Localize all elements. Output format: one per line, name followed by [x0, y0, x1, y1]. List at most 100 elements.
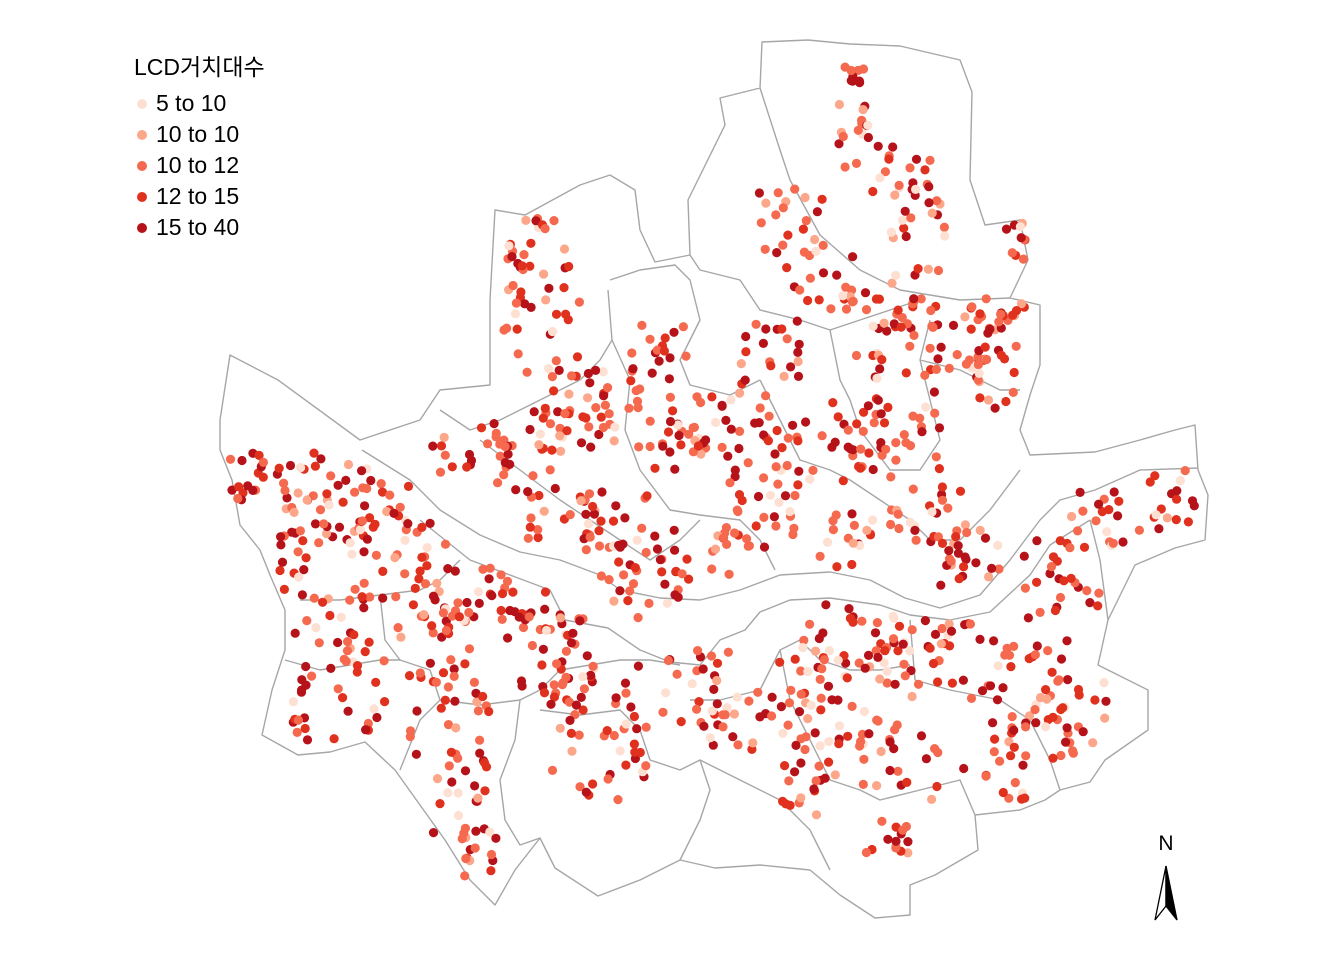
- station-point: [334, 522, 345, 532]
- station-point: [390, 553, 400, 563]
- station-point: [784, 698, 795, 708]
- station-point: [729, 528, 740, 538]
- station-point: [816, 705, 826, 715]
- station-point: [821, 600, 831, 610]
- station-point: [815, 741, 825, 751]
- station-point: [983, 328, 993, 338]
- station-point: [535, 429, 546, 439]
- station-point: [875, 674, 885, 684]
- station-point: [324, 500, 334, 510]
- station-point: [817, 664, 827, 674]
- station-point: [873, 716, 883, 726]
- station-point: [994, 317, 1004, 327]
- station-point: [415, 668, 425, 678]
- station-point: [770, 449, 780, 459]
- station-point: [707, 706, 718, 716]
- station-point: [626, 702, 636, 712]
- station-point: [1079, 542, 1090, 552]
- station-point: [841, 304, 852, 314]
- district-line: [611, 339, 776, 571]
- station-point: [544, 283, 554, 293]
- station-point: [994, 564, 1004, 574]
- station-point: [566, 728, 577, 739]
- station-point: [609, 596, 619, 606]
- station-point: [435, 799, 445, 809]
- station-point: [712, 699, 722, 709]
- station-point: [341, 475, 351, 485]
- station-point: [848, 538, 858, 548]
- station-point: [981, 771, 991, 781]
- station-point: [805, 273, 816, 283]
- station-point: [833, 655, 843, 665]
- station-point: [627, 348, 637, 358]
- station-point: [927, 794, 937, 805]
- station-point: [417, 522, 427, 533]
- station-point: [1048, 753, 1058, 763]
- station-point: [588, 501, 598, 512]
- station-point: [947, 678, 958, 688]
- station-point: [302, 616, 312, 626]
- station-point: [574, 297, 585, 307]
- station-point: [420, 579, 431, 589]
- station-point: [777, 324, 787, 334]
- station-point: [545, 419, 556, 429]
- station-point: [744, 696, 754, 706]
- station-point: [525, 424, 535, 435]
- station-point: [811, 776, 821, 786]
- station-point: [916, 294, 926, 304]
- station-point: [496, 605, 506, 616]
- station-point: [831, 510, 841, 520]
- station-point: [378, 566, 388, 577]
- station-point: [810, 234, 820, 245]
- station-point: [248, 485, 258, 495]
- station-point: [432, 774, 443, 784]
- station-point: [960, 520, 971, 530]
- station-point: [525, 522, 535, 532]
- station-point: [355, 525, 365, 535]
- station-point: [505, 605, 515, 616]
- district-line: [759, 87, 1011, 301]
- station-point: [645, 441, 655, 452]
- station-point: [782, 334, 792, 344]
- station-point: [899, 430, 909, 440]
- station-point: [785, 506, 795, 517]
- station-point: [447, 611, 457, 621]
- station-point: [565, 509, 575, 520]
- station-point: [891, 843, 901, 853]
- station-point: [706, 651, 717, 661]
- station-point: [1085, 598, 1095, 608]
- station-point: [984, 572, 994, 582]
- station-point: [620, 678, 631, 688]
- station-point: [528, 471, 538, 481]
- station-point: [805, 619, 815, 629]
- station-point: [499, 470, 509, 480]
- station-point: [778, 728, 788, 738]
- station-point: [539, 506, 549, 516]
- station-point: [780, 491, 791, 501]
- station-point: [758, 338, 769, 348]
- station-point: [586, 670, 596, 680]
- station-point: [845, 444, 856, 454]
- station-point: [460, 766, 471, 776]
- station-point: [905, 341, 915, 351]
- station-point: [300, 723, 310, 734]
- station-point: [359, 603, 369, 613]
- station-point: [534, 490, 544, 501]
- station-point: [568, 628, 578, 638]
- station-point: [526, 302, 536, 312]
- station-point: [302, 735, 313, 745]
- station-point: [980, 533, 991, 543]
- station-point: [293, 547, 303, 557]
- station-point: [326, 663, 336, 674]
- station-point: [1035, 607, 1045, 618]
- station-point: [301, 661, 311, 672]
- station-point: [786, 685, 796, 696]
- station-point: [555, 423, 565, 433]
- station-point: [674, 430, 684, 441]
- station-point: [315, 505, 326, 515]
- station-point: [371, 550, 381, 560]
- station-point: [574, 730, 584, 740]
- station-point: [670, 545, 680, 555]
- station-point: [350, 584, 360, 594]
- station-point: [581, 509, 591, 519]
